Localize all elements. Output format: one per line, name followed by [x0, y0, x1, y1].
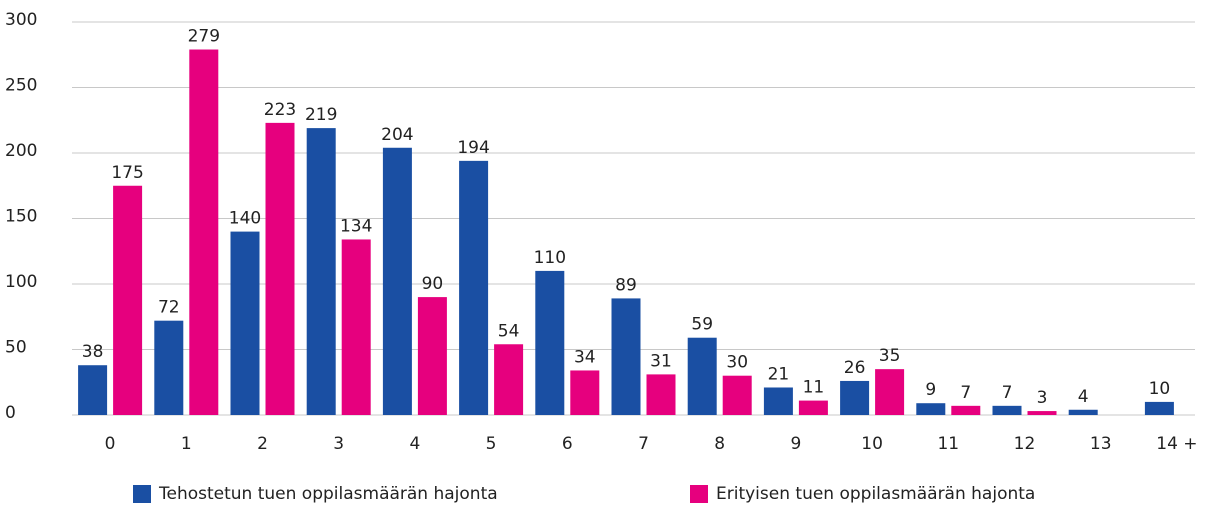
- x-tick-label: 14 +: [1156, 434, 1197, 454]
- value-label: 194: [457, 138, 489, 158]
- value-label: 31: [650, 351, 672, 371]
- x-tick-label: 4: [409, 434, 420, 454]
- bar: [230, 231, 260, 415]
- value-label: 219: [305, 105, 337, 125]
- bar: [1144, 401, 1174, 415]
- bar: [154, 320, 184, 415]
- x-tick-label: 8: [714, 434, 725, 454]
- value-label: 134: [340, 216, 372, 236]
- value-label: 21: [768, 364, 790, 384]
- y-tick-label: 300: [5, 10, 37, 30]
- bar: [78, 365, 108, 415]
- legend-swatch: [133, 485, 151, 503]
- bar: [875, 369, 905, 415]
- x-tick-label: 2: [257, 434, 268, 454]
- value-label: 9: [925, 380, 936, 400]
- x-tick-label: 12: [1014, 434, 1036, 454]
- value-label: 34: [574, 347, 596, 367]
- value-label: 59: [691, 315, 713, 335]
- x-tick-label: 5: [486, 434, 497, 454]
- value-label: 72: [158, 298, 180, 318]
- bar: [722, 375, 752, 415]
- bar: [494, 344, 524, 415]
- x-tick-label: 11: [937, 434, 959, 454]
- x-tick-label: 10: [861, 434, 883, 454]
- value-label: 175: [111, 163, 143, 183]
- value-label: 89: [615, 275, 637, 295]
- y-tick-label: 200: [5, 141, 37, 161]
- x-tick-label: 3: [333, 434, 344, 454]
- value-label: 110: [534, 248, 566, 268]
- value-label: 10: [1149, 379, 1171, 399]
- value-label: 279: [188, 27, 220, 47]
- x-tick-label: 9: [790, 434, 801, 454]
- bar: [992, 405, 1022, 415]
- bar: [646, 374, 676, 415]
- value-label: 4: [1078, 387, 1089, 407]
- bar: [916, 403, 946, 415]
- x-tick-label: 7: [638, 434, 649, 454]
- legend-swatch: [690, 485, 708, 503]
- bar: [951, 405, 981, 415]
- legend-label: Tehostetun tuen oppilasmäärän hajonta: [158, 484, 498, 504]
- y-tick-label: 100: [5, 272, 37, 292]
- value-label: 90: [422, 274, 444, 294]
- value-label: 3: [1037, 388, 1048, 408]
- bar: [1027, 411, 1057, 415]
- value-label: 7: [1002, 383, 1013, 403]
- y-tick-label: 0: [5, 403, 16, 423]
- value-label: 7: [960, 383, 971, 403]
- bar: [306, 128, 336, 416]
- legend-label: Erityisen tuen oppilasmäärän hajonta: [716, 484, 1035, 504]
- x-tick-label: 0: [105, 434, 116, 454]
- bar: [459, 160, 489, 415]
- bar: [265, 122, 295, 416]
- value-label: 38: [82, 342, 104, 362]
- value-label: 35: [879, 346, 901, 366]
- bar: [798, 400, 828, 415]
- value-label: 223: [264, 100, 296, 120]
- bar: [840, 380, 870, 415]
- bar: [113, 185, 143, 415]
- bar: [1068, 409, 1098, 415]
- bar: [341, 239, 371, 415]
- bar: [611, 298, 641, 415]
- value-label: 30: [726, 353, 748, 373]
- value-label: 11: [803, 378, 825, 398]
- bar: [189, 49, 219, 415]
- value-label: 54: [498, 321, 520, 341]
- y-tick-label: 250: [5, 76, 37, 96]
- bar: [687, 337, 717, 415]
- bar: [535, 270, 565, 415]
- x-tick-label: 6: [562, 434, 573, 454]
- y-tick-label: 150: [5, 207, 37, 227]
- value-label: 140: [229, 209, 261, 229]
- bar: [570, 370, 600, 415]
- value-label: 204: [381, 125, 413, 145]
- x-tick-label: 1: [181, 434, 192, 454]
- bar: [417, 297, 447, 415]
- bar: [382, 147, 412, 415]
- value-label: 26: [844, 358, 866, 378]
- bar: [763, 387, 793, 415]
- x-tick-label: 13: [1090, 434, 1112, 454]
- y-tick-label: 50: [5, 338, 27, 358]
